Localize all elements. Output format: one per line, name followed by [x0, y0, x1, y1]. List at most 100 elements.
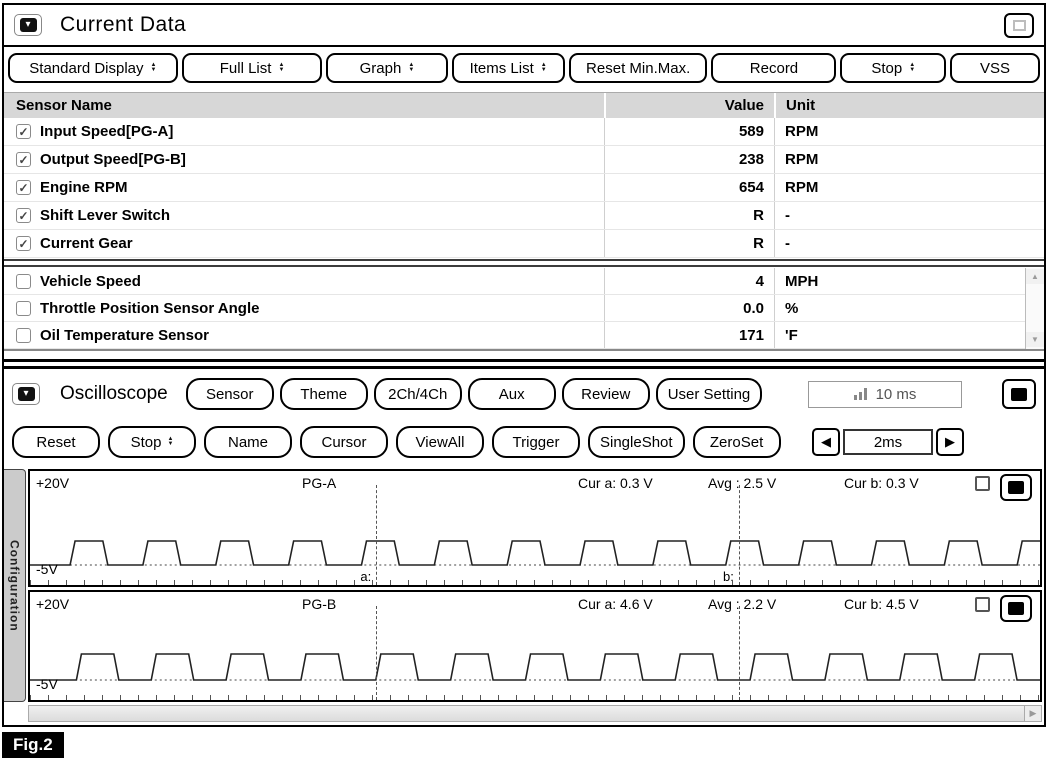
table-row[interactable]: ✓ Engine RPM 654 RPM	[4, 174, 1044, 202]
button-label: Reset	[36, 433, 76, 451]
name-button[interactable]: Name	[204, 426, 292, 458]
scroll-right-button[interactable]: ▶	[1024, 706, 1041, 721]
row-checkbox-checked[interactable]: ✓	[16, 208, 31, 223]
row-checkbox-checked[interactable]: ✓	[16, 124, 31, 139]
channel-bottom-scale: -5V	[36, 676, 58, 692]
sensor-unit: %	[774, 295, 1044, 321]
scope-stop-button[interactable]: Stop ▲ ▼	[108, 426, 196, 458]
user-setting-button[interactable]: User Setting	[655, 378, 763, 410]
aux-button[interactable]: Aux	[467, 378, 556, 410]
row-checkbox-unchecked[interactable]	[16, 273, 31, 289]
maximize-icon	[1012, 19, 1026, 31]
time-ticks	[30, 695, 1040, 700]
channel-enable-checkbox[interactable]	[975, 476, 990, 491]
spinner-icon: ▲ ▼	[150, 62, 157, 73]
standard-display-button[interactable]: Standard Display ▲ ▼	[8, 53, 178, 83]
row-checkbox-unchecked[interactable]	[16, 327, 31, 343]
right-arrow-icon: ▶	[945, 434, 955, 449]
items-list-button[interactable]: Items List ▲ ▼	[451, 53, 565, 83]
window-menu-button[interactable]: ▾	[14, 14, 42, 36]
sensor-unit: RPM	[774, 118, 1044, 145]
button-label: Graph	[359, 59, 402, 77]
timebase-increase-button[interactable]: ▶	[936, 428, 964, 456]
stop-icon	[1011, 387, 1027, 401]
oscilloscope-header: ▾ Oscilloscope Sensor Theme 2Ch/4Ch Aux …	[4, 369, 1044, 419]
channel-stop-button[interactable]	[1000, 474, 1032, 501]
trigger-button[interactable]: Trigger	[492, 426, 580, 458]
view-all-button[interactable]: ViewAll	[396, 426, 484, 458]
stop-button[interactable]: Stop ▲ ▼	[840, 53, 947, 83]
oscilloscope-menu-button[interactable]: ▾	[12, 383, 40, 405]
cursor-a-line[interactable]	[376, 485, 378, 585]
row-checkbox-unchecked[interactable]	[16, 300, 31, 316]
timebase-decrease-button[interactable]: ◀	[812, 428, 840, 456]
record-button[interactable]: Record	[711, 53, 837, 83]
table-row[interactable]: ✓ Output Speed[PG-B] 238 RPM	[4, 146, 1044, 174]
zero-set-button[interactable]: ZeroSet	[692, 426, 781, 458]
cursor-b-line[interactable]	[739, 485, 741, 585]
table-row[interactable]: ✓ Input Speed[PG-A] 589 RPM	[4, 118, 1044, 146]
sensor-value: 4	[604, 268, 774, 294]
cursor-a-line[interactable]	[376, 606, 378, 700]
oscilloscope-title: Oscilloscope	[60, 383, 168, 404]
menu-arrow-icon: ▾	[19, 18, 37, 32]
vss-button[interactable]: VSS	[950, 53, 1040, 83]
scroll-down-button[interactable]: ▼	[1026, 332, 1044, 347]
vertical-scrollbar[interactable]: ▲ ▼	[1025, 268, 1044, 349]
single-shot-button[interactable]: SingleShot	[588, 426, 685, 458]
theme-button[interactable]: Theme	[279, 378, 368, 410]
cursor-a-readout: Cur a: 0.3 V	[578, 475, 653, 491]
configuration-tab[interactable]: Configuration	[4, 469, 26, 702]
button-label: Stop	[130, 433, 162, 451]
channel-top-scale: +20V	[36, 596, 70, 612]
full-list-button[interactable]: Full List ▲ ▼	[181, 53, 323, 83]
maximize-button[interactable]	[1004, 12, 1034, 38]
table-row[interactable]: Oil Temperature Sensor 171 'F	[4, 322, 1044, 349]
sample-rate-display: 10 ms	[808, 380, 962, 408]
sensor-value: R	[604, 202, 774, 229]
cursor-b-line[interactable]	[739, 606, 741, 700]
sensor-unit: MPH	[774, 268, 1044, 294]
button-label: Items List	[469, 59, 534, 77]
button-label: Full List	[219, 59, 272, 77]
row-checkbox-checked[interactable]: ✓	[16, 152, 31, 167]
horizontal-scrollbar[interactable]: ▶	[28, 705, 1042, 722]
table-row[interactable]: Vehicle Speed 4 MPH	[4, 268, 1044, 295]
table-row[interactable]: ✓ Current Gear R -	[4, 230, 1044, 258]
cursor-button[interactable]: Cursor	[300, 426, 388, 458]
scroll-up-button[interactable]: ▲	[1026, 269, 1044, 284]
sensor-unit: RPM	[774, 146, 1044, 173]
reset-button[interactable]: Reset	[12, 426, 100, 458]
sensor-name: Current Gear	[40, 235, 133, 252]
spinner-icon: ▲ ▼	[167, 436, 174, 447]
panel-divider	[4, 359, 1044, 369]
spinner-icon: ▲ ▼	[408, 62, 415, 73]
oscilloscope-stop-button[interactable]	[1002, 379, 1036, 409]
button-label: Aux	[498, 385, 525, 403]
avg-readout: Avg : 2.2 V	[708, 596, 777, 612]
review-button[interactable]: Review	[561, 378, 650, 410]
selected-rows-section: ✓ Input Speed[PG-A] 589 RPM ✓ Output Speed…	[4, 118, 1044, 258]
reset-min-max-button[interactable]: Reset Min.Max.	[568, 53, 708, 83]
button-label: Cursor	[321, 433, 367, 451]
sensor-name: Oil Temperature Sensor	[40, 326, 209, 344]
channel-enable-checkbox[interactable]	[975, 597, 990, 612]
table-row[interactable]: ✓ Shift Lever Switch R -	[4, 202, 1044, 230]
sensor-button[interactable]: Sensor	[185, 378, 274, 410]
button-label: Name	[227, 433, 268, 451]
row-checkbox-checked[interactable]: ✓	[16, 236, 31, 251]
graph-button[interactable]: Graph ▲ ▼	[326, 53, 448, 83]
spinner-icon: ▲ ▼	[540, 62, 547, 73]
sensor-value: 0.0	[604, 295, 774, 321]
stop-icon	[1008, 481, 1024, 494]
pgb-waveform	[30, 653, 1040, 681]
oscilloscope-toolbar: Reset Stop ▲ ▼ Name Cursor ViewAll Trigge…	[4, 419, 1044, 465]
button-label: SingleShot	[600, 433, 673, 451]
table-row[interactable]: Throttle Position Sensor Angle 0.0 %	[4, 295, 1044, 322]
channel-mode-button[interactable]: 2Ch/4Ch	[373, 378, 462, 410]
row-checkbox-checked[interactable]: ✓	[16, 180, 31, 195]
time-ticks	[30, 580, 1040, 585]
channel-stop-button[interactable]	[1000, 595, 1032, 622]
sensor-value: R	[604, 230, 774, 257]
scope-area: Configuration +20V PG-A Cur a: 0.3 V Avg…	[4, 465, 1044, 722]
